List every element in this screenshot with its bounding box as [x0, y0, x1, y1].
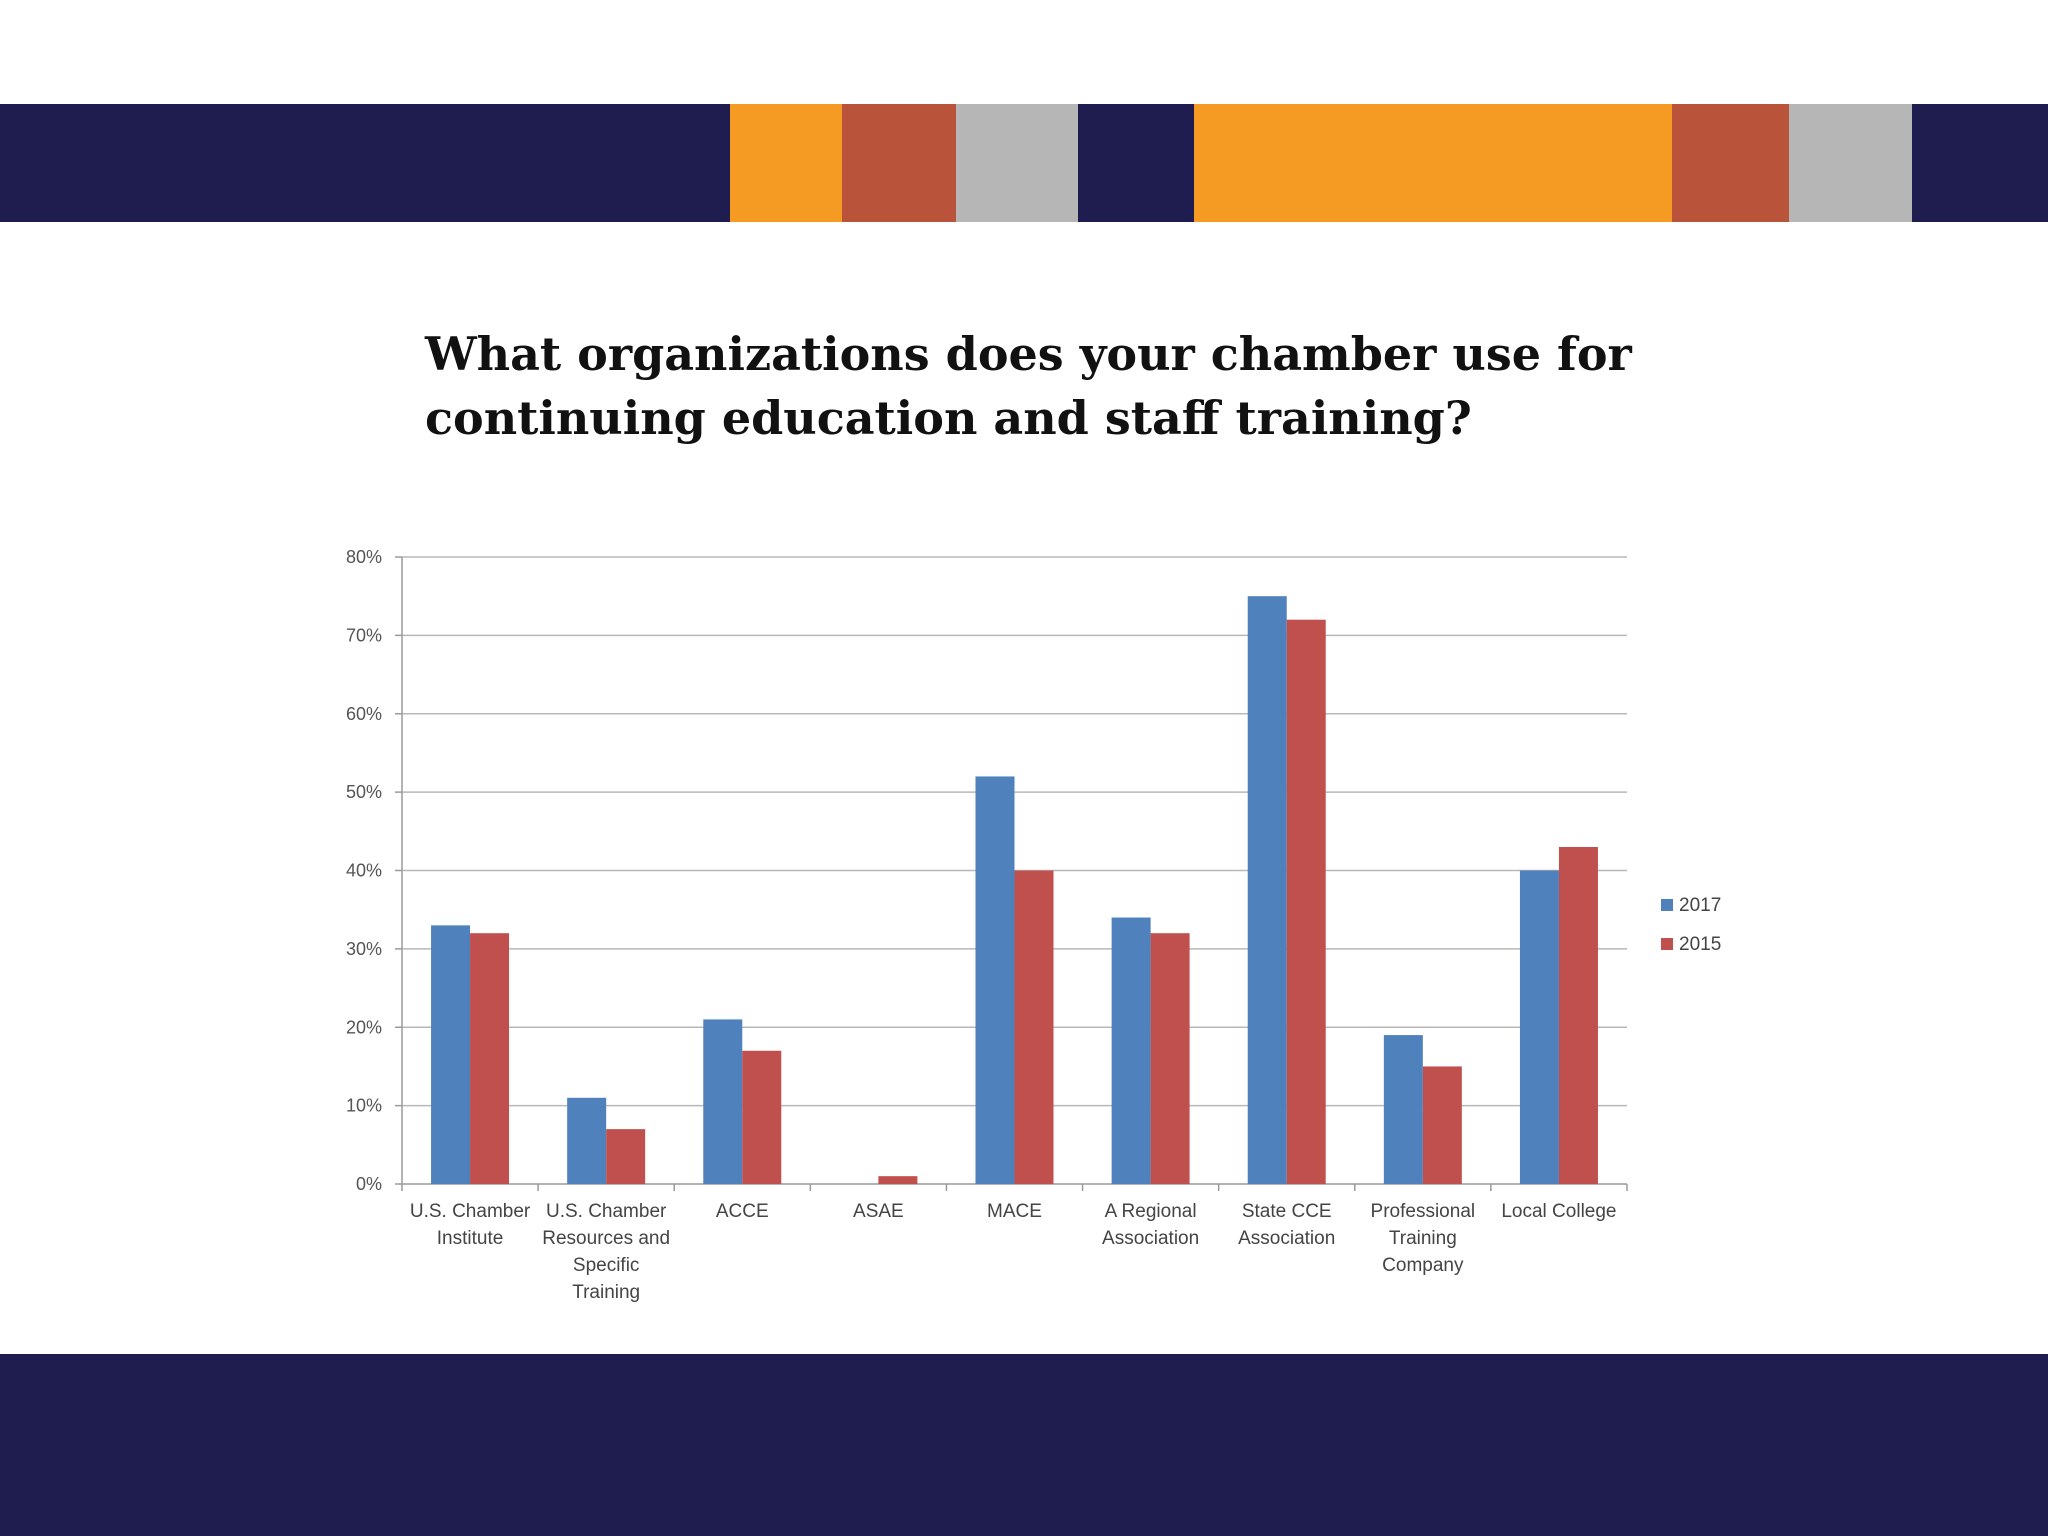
bar-2015	[1286, 619, 1326, 1184]
y-tick-label: 0%	[356, 1174, 382, 1194]
y-tick-label: 70%	[346, 625, 382, 645]
x-category-label: Specific	[573, 1255, 640, 1276]
x-category-label: Resources and	[542, 1228, 670, 1249]
bar-2015	[742, 1050, 782, 1184]
bar-2017	[975, 776, 1015, 1184]
bar-2015	[1422, 1066, 1462, 1184]
bar-2017	[431, 925, 471, 1184]
banner-segment-navy-1	[0, 104, 730, 222]
x-category-label: MACE	[987, 1201, 1042, 1222]
legend-swatch-2015	[1661, 938, 1673, 950]
x-category-label: U.S. Chamber	[546, 1201, 667, 1222]
x-category-label: A Regional	[1105, 1201, 1197, 1222]
x-category-label: Professional	[1371, 1201, 1476, 1222]
x-category-label: Training	[572, 1282, 640, 1303]
bar-2015	[470, 933, 510, 1184]
banner-segment-navy-3	[1912, 104, 2048, 222]
legend: 2017 2015	[1661, 895, 1721, 955]
slide-title: What organizations does your chamber use…	[425, 322, 1725, 450]
y-tick-label: 10%	[346, 1096, 382, 1116]
x-category-label: ACCE	[716, 1201, 769, 1222]
y-tick-label: 80%	[346, 547, 382, 567]
bar-2015	[1150, 933, 1190, 1184]
banner-segment-gray-1	[956, 104, 1078, 222]
x-category-label: U.S. Chamber	[410, 1201, 531, 1222]
y-tick-label: 20%	[346, 1017, 382, 1037]
x-category-label: ASAE	[853, 1201, 904, 1222]
x-category-label: Association	[1238, 1228, 1335, 1249]
bottom-banner	[0, 1354, 2048, 1536]
legend-label-2015: 2015	[1679, 934, 1721, 955]
bar-2017	[1519, 870, 1559, 1184]
bar-2017	[703, 1019, 743, 1184]
slide-title-line-1: What organizations does your chamber use…	[425, 327, 1632, 381]
x-category-label: Institute	[437, 1228, 504, 1249]
bar-2017	[1383, 1035, 1423, 1184]
axis-labels: 0% 10% 20% 30% 40% 50% 60% 70% 80% U.S. Chamber In…	[346, 547, 1617, 1303]
legend-label-2017: 2017	[1679, 895, 1721, 916]
bar-2017	[567, 1097, 607, 1184]
banner-segment-orange-1	[730, 104, 842, 222]
top-banner	[0, 104, 2048, 222]
banner-segment-orange-2	[1194, 104, 1672, 222]
bar-2015	[1014, 870, 1054, 1184]
bar-2017	[1111, 917, 1151, 1184]
x-category-label: Training	[1389, 1228, 1457, 1249]
slide-title-line-2: continuing education and staff training?	[425, 391, 1472, 445]
y-tick-label: 50%	[346, 782, 382, 802]
legend-swatch-2017	[1661, 899, 1673, 911]
banner-segment-rust-1	[842, 104, 956, 222]
banner-segment-navy-2	[1078, 104, 1194, 222]
y-tick-label: 40%	[346, 861, 382, 881]
banner-segment-rust-2	[1672, 104, 1789, 222]
bar-2015	[1558, 846, 1598, 1184]
bar-2017	[1247, 596, 1287, 1184]
bars	[431, 596, 1598, 1184]
y-tick-label: 60%	[346, 704, 382, 724]
bar-2015	[878, 1176, 918, 1184]
banner-segment-gray-2	[1789, 104, 1912, 222]
x-category-label: Association	[1102, 1228, 1199, 1249]
x-category-label: State CCE	[1242, 1201, 1332, 1222]
x-category-label: Company	[1382, 1255, 1464, 1276]
y-tick-label: 30%	[346, 939, 382, 959]
x-category-label: Local College	[1501, 1201, 1616, 1222]
bar-2015	[606, 1129, 646, 1184]
